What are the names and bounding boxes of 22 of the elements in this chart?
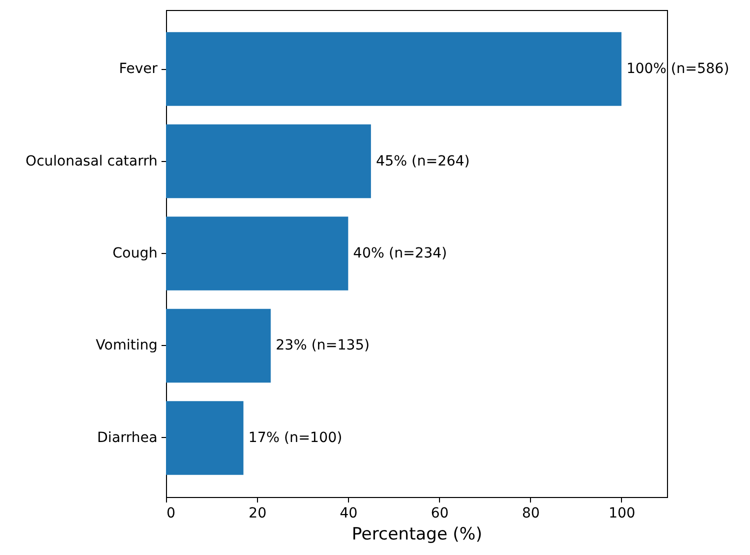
x-axis-title: Percentage (%)	[352, 524, 482, 544]
bar	[166, 216, 348, 290]
x-tick-label: 20	[248, 506, 267, 522]
y-tick-label: Cough	[112, 246, 158, 262]
bar	[166, 32, 622, 106]
x-tick-label: 40	[340, 506, 358, 522]
x-tick-label: 0	[166, 506, 176, 522]
bar	[166, 401, 244, 475]
bar	[166, 124, 371, 198]
data-label: 17% (n=100)	[248, 430, 342, 446]
data-label: 40% (n=234)	[353, 246, 448, 262]
y-tick-label: Oculonasal catarrh	[26, 153, 158, 170]
bar	[166, 308, 271, 383]
x-tick-label: 100	[608, 506, 636, 522]
data-label: 45% (n=264)	[376, 153, 470, 170]
x-tick-label: 80	[522, 506, 540, 522]
y-tick-label: Fever	[118, 61, 158, 78]
x-tick-label: 60	[430, 506, 449, 522]
y-tick-label: Diarrhea	[97, 430, 158, 446]
data-label: 23% (n=135)	[276, 338, 370, 354]
y-tick-label: Vomiting	[96, 338, 158, 354]
data-label: 100% (n=586)	[626, 61, 730, 78]
